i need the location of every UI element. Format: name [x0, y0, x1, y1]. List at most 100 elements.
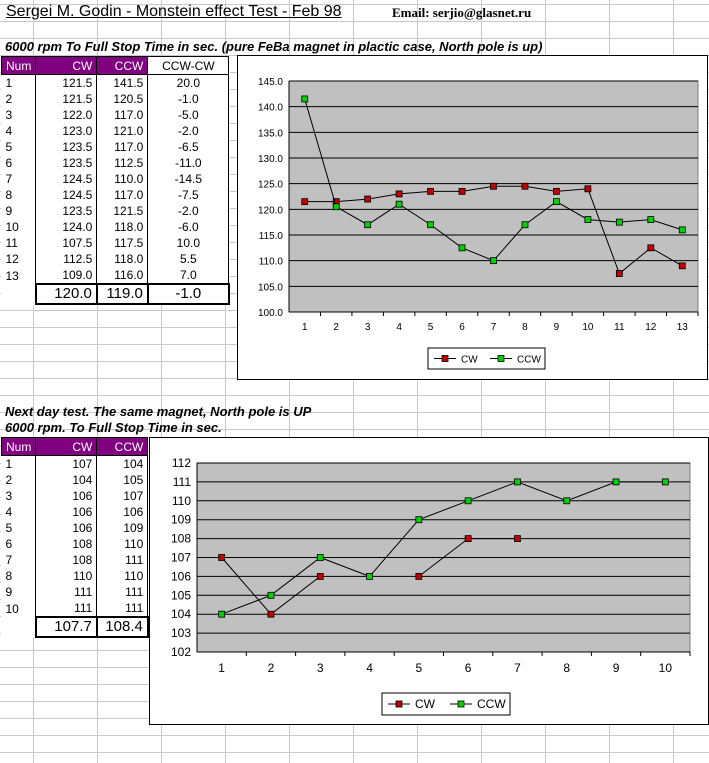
y-tick-label: 103: [171, 626, 191, 640]
cell-blank: [2, 284, 36, 304]
data-point-ccw: [366, 572, 373, 580]
data-point-cw: [647, 244, 655, 252]
y-tick-label: 102: [171, 645, 191, 659]
data-point-ccw: [521, 221, 529, 229]
data-point-cw: [301, 198, 309, 206]
data-point-ccw: [218, 610, 226, 618]
y-tick-label: 100.0: [258, 308, 283, 319]
cell-num: 1: [5, 457, 13, 471]
cell-cw: 123.0: [35, 123, 98, 139]
cell-ccw: 111: [96, 584, 149, 600]
data-point-cw: [218, 554, 226, 561]
table-row: 5 106 109: [2, 520, 149, 536]
table-row: 7 108 111: [2, 552, 149, 568]
cell-num: 13: [5, 268, 19, 283]
y-tick-label: 104: [171, 607, 191, 621]
cell-diff: -5.0: [147, 107, 230, 123]
x-tick-label: 9: [554, 322, 560, 333]
cell-ccw: 118.0: [96, 219, 149, 235]
x-tick-label: 1: [218, 661, 225, 675]
data-point-ccw: [267, 591, 275, 599]
cell-ccw: 117.0: [96, 187, 149, 203]
data-point-cw: [584, 185, 592, 193]
cell-diff: -11.0: [147, 155, 230, 171]
data-point-ccw: [332, 203, 340, 211]
cell-cw: 121.5: [35, 74, 98, 91]
cell-ccw: 111: [96, 552, 149, 568]
cell-ccw: 117.5: [96, 235, 149, 251]
col-diff-header: CCW-CW: [147, 56, 230, 75]
table-row: 12 112.5 118.0 5.5: [2, 251, 230, 267]
cell-diff: 10.0: [147, 235, 230, 251]
table-row: 4 106 106: [2, 504, 149, 520]
x-tick-label: 6: [465, 661, 472, 675]
cell-diff: -7.5: [147, 187, 230, 203]
cell-ccw: 109: [96, 520, 149, 536]
cell-ccw: 110: [96, 536, 149, 552]
table-row: 4 123.0 121.0 -2.0: [2, 123, 230, 139]
y-tick-label: 145.0: [258, 77, 283, 88]
data-point-ccw: [316, 554, 324, 561]
col-num-header: Num: [0, 437, 37, 456]
table-row: 10 124.0 118.0 -6.0: [2, 219, 230, 235]
cell-num: 9: [5, 204, 13, 218]
col-cw-header: CW: [35, 437, 98, 456]
cell-ccw: 117.0: [96, 139, 149, 155]
cell-cw: 111: [35, 584, 98, 600]
y-tick-label: 135.0: [258, 128, 283, 139]
x-tick-label: 8: [563, 661, 570, 675]
y-tick-label: 108: [171, 532, 191, 546]
table-row: 8 124.5 117.0 -7.5: [2, 187, 230, 203]
table-row: 6 123.5 112.5 -11.0: [2, 155, 230, 171]
cell-cw: 108: [35, 536, 98, 552]
cell-cw: 122.0: [35, 107, 98, 123]
data-point-ccw: [301, 95, 309, 103]
data-point-cw: [427, 187, 434, 195]
chart1-frame: 100.0 105.0 110.0 115.0 120.0 125.0 130.0 135.0…: [237, 55, 708, 380]
cell-diff: 20.0: [147, 74, 230, 91]
series-line-ccw: [221, 481, 666, 615]
email-label: Email: serjio@glasnet.ru: [392, 5, 532, 20]
cell-num: 1: [5, 76, 13, 90]
cell-cw: 107.5: [35, 235, 98, 251]
data-point-cw: [458, 187, 466, 195]
data-point-cw: [615, 270, 623, 277]
cell-diff: -6.0: [147, 219, 230, 235]
table-row: 3 106 107: [2, 488, 149, 504]
cell-ccw: 121.5: [96, 203, 149, 219]
x-tick-label: 7: [514, 661, 521, 675]
data-point-ccw: [427, 221, 434, 229]
x-tick-label: 10: [582, 322, 594, 333]
data-point-cw: [490, 182, 497, 190]
table-row: 11 107.5 117.5 10.0: [2, 235, 230, 251]
cell-num: 5: [5, 140, 13, 154]
x-tick-label: 4: [396, 322, 402, 333]
data-point-ccw: [458, 244, 466, 252]
test2-subtitle-line2: 6000 rpm. To Full Stop Time in sec.: [5, 420, 222, 435]
col-cw-header: CW: [35, 56, 98, 75]
cell-cw: 106: [35, 488, 98, 504]
data-point-cw: [553, 187, 560, 195]
cell-ccw: 112.5: [96, 155, 149, 171]
y-tick-label: 107: [171, 551, 191, 565]
cell-num: 8: [5, 569, 13, 583]
cell-num: 2: [5, 92, 13, 106]
data-point-cw: [514, 535, 521, 542]
cell-num: 7: [5, 553, 13, 567]
cell-ccw: 111: [96, 600, 149, 617]
cell-cw: 121.5: [35, 91, 98, 107]
cell-ccw: 120.5: [96, 91, 149, 107]
x-tick-label: 1: [302, 322, 308, 333]
cell-diff: 7.0: [147, 267, 230, 284]
table-row: 1 107 104: [2, 455, 149, 472]
test1-table: Num CW CCW CCW-CW 1 121.5 141.5 20.0 2 121.5 1…: [0, 56, 230, 305]
table-row: 2 121.5 120.5 -1.0: [2, 91, 230, 107]
data-point-cw: [464, 535, 472, 542]
y-tick-label: 130.0: [258, 154, 283, 165]
table-row: 3 122.0 117.0 -5.0: [2, 107, 230, 123]
cell-cw: 108: [35, 552, 98, 568]
legend-box: [381, 692, 511, 716]
total-cw: 107.7: [34, 616, 98, 638]
table-row: 8 110 110: [2, 568, 149, 584]
